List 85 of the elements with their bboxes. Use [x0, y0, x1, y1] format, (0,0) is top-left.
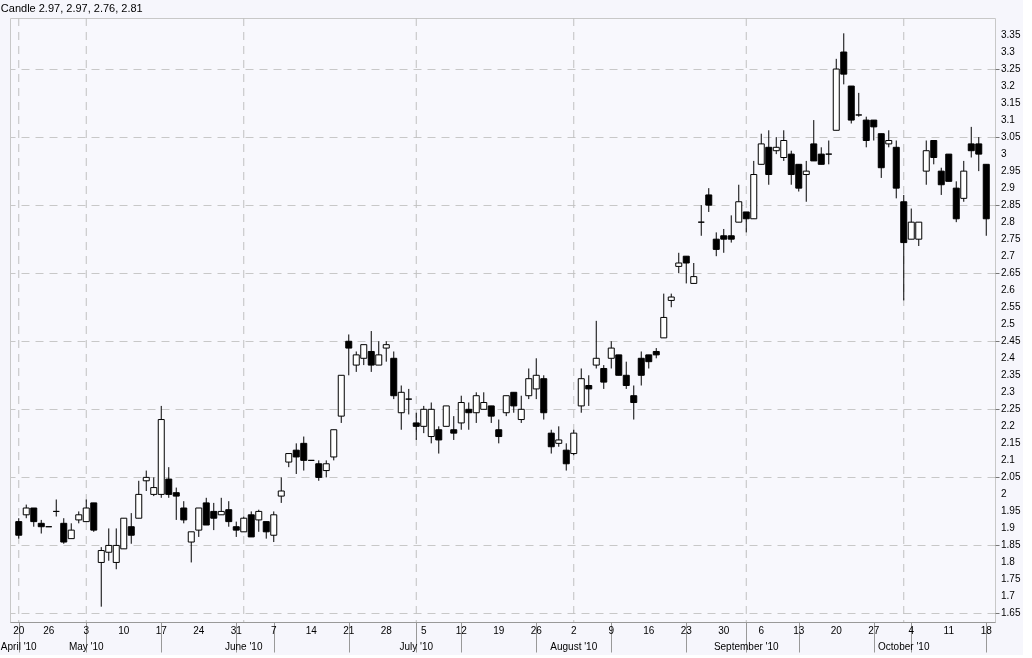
x-tick-label: 10 [118, 625, 130, 636]
y-tick-label: 1.95 [1001, 505, 1021, 517]
x-tick-label: 4 [908, 625, 915, 636]
y-tick-label: 1.8 [1001, 556, 1016, 568]
candlestick [690, 262, 698, 284]
y-tick-label: 1.75 [1001, 573, 1021, 585]
y-tick-label: 2.25 [1001, 403, 1021, 415]
x-tick-label: 3 May '10 [68, 625, 105, 652]
candlestick [345, 333, 353, 376]
candlestick [442, 405, 450, 427]
candlestick [495, 419, 503, 444]
y-tick-label: 3.25 [1001, 63, 1021, 75]
candlestick [277, 476, 285, 504]
y-tick-label: 3.3 [1001, 46, 1016, 58]
x-tick-label: 6 [758, 625, 765, 636]
candlestick [135, 480, 143, 519]
y-tick-label: 2.7 [1001, 250, 1016, 262]
x-tick-label: 19 [493, 625, 505, 636]
y-tick-label: 3.1 [1001, 114, 1016, 126]
y-tick-label: 3.15 [1001, 97, 1021, 109]
candlestick [660, 293, 668, 339]
y-tick-label: 2.8 [1001, 216, 1016, 228]
x-tick-label: 16 [643, 625, 655, 636]
candlestick [15, 517, 23, 540]
x-tick-label: 20 [830, 625, 843, 636]
y-tick-label: 2 [1001, 488, 1007, 500]
y-tick-label: 2.05 [1001, 471, 1021, 483]
y-tick-label: 1.65 [1001, 607, 1021, 619]
x-tick-label: 27 [868, 625, 880, 636]
y-tick-label: 3 [1001, 148, 1007, 160]
x-tick-label: 12 [455, 625, 468, 636]
y-tick-label: 1.7 [1001, 590, 1016, 602]
candlestick [600, 364, 608, 390]
y-tick-label: 2.65 [1001, 267, 1021, 279]
candlestick [705, 187, 713, 213]
y-tick-label: 2.5 [1001, 318, 1016, 330]
x-tick-label: 5 [420, 625, 427, 636]
y-tick-label: 2.55 [1001, 301, 1021, 313]
y-tick-label: 2.6 [1001, 284, 1016, 296]
x-tick-label: 26 [43, 625, 55, 636]
y-tick-label: 2.1 [1001, 454, 1016, 466]
candlestick [630, 385, 638, 421]
x-tick-label: 7 [270, 625, 277, 636]
y-tick-label: 2.9 [1001, 182, 1016, 194]
candlestick [382, 340, 390, 363]
candlestick [187, 531, 195, 563]
x-tick-label: June '10 [225, 641, 263, 652]
candlestick [142, 470, 150, 492]
x-tick-label: 30 [718, 625, 730, 636]
y-tick-label: 2.2 [1001, 420, 1016, 432]
x-tick-label: 21 [343, 625, 355, 636]
x-tick-label: 24 [193, 625, 205, 636]
y-tick-label: 3.35 [1001, 29, 1021, 41]
y-tick-label: 3.2 [1001, 80, 1016, 92]
candlestick [517, 395, 525, 424]
y-tick-label: 2.4 [1001, 352, 1016, 364]
y-tick-label: 1.85 [1001, 539, 1021, 551]
x-tick-label: 23 [680, 625, 693, 636]
y-tick-label: 2.85 [1001, 199, 1021, 211]
x-tick-label: 18 [980, 625, 993, 636]
candlestick [180, 500, 188, 524]
x-tick-label: 31 [230, 625, 243, 636]
x-tick-label: 14 [305, 625, 318, 636]
y-tick-label: 2.35 [1001, 369, 1021, 381]
x-tick-label: October '10 [878, 641, 930, 652]
x-tick-label: 28 [380, 625, 393, 636]
y-tick-label: 2.15 [1001, 437, 1021, 449]
y-tick-label: 3.05 [1001, 131, 1021, 143]
x-tick-label: July '10 [399, 641, 434, 652]
x-tick-label: September '10 [713, 641, 780, 652]
chart-title: Candle 2.97, 2.97, 2.76, 2.81 [0, 1, 143, 14]
x-tick-label: 2 August '10 [550, 625, 598, 652]
candlestick [592, 320, 600, 369]
x-tick-label: 9 [608, 625, 615, 636]
x-tick-label: 17 [155, 625, 168, 636]
y-tick-label: 2.3 [1001, 386, 1016, 398]
y-tick-label: 1.9 [1001, 522, 1016, 534]
x-tick-label: 13 [793, 625, 805, 636]
x-tick-label: 20 April '10 [0, 625, 38, 652]
candlestick [450, 415, 458, 441]
y-tick-label: 2.95 [1001, 165, 1021, 177]
x-tick-label: 26 [530, 625, 543, 636]
x-tick-label: 11 [943, 625, 955, 636]
y-tick-label: 2.45 [1001, 335, 1021, 347]
y-tick-label: 2.75 [1001, 233, 1021, 245]
